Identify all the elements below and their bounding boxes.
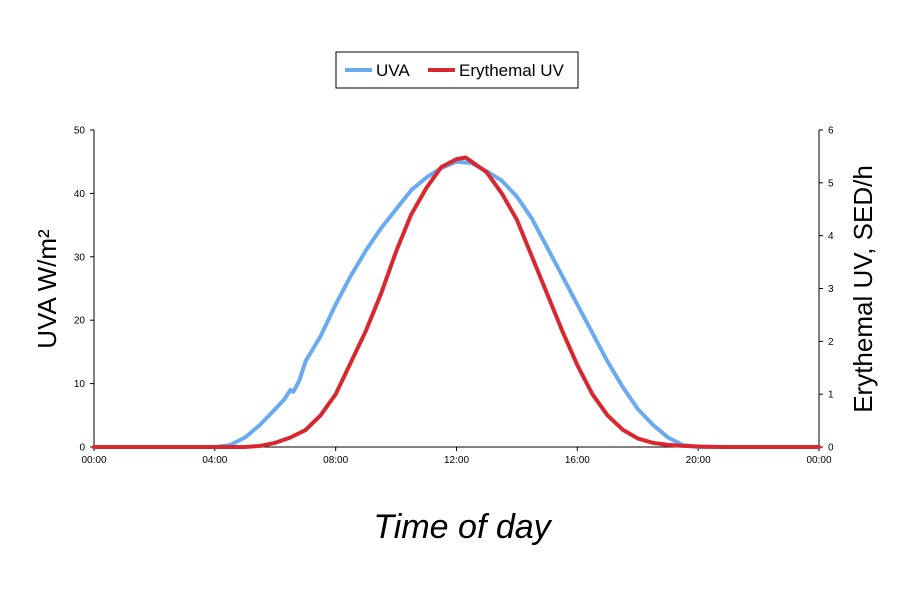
- y2-tick-label: 3: [828, 284, 834, 295]
- y-tick-label: 0: [79, 443, 85, 454]
- x-tick-label: 00:00: [81, 455, 106, 466]
- y2-tick-label: 2: [828, 337, 834, 348]
- y-tick-label: 20: [74, 316, 86, 327]
- legend-box: [335, 51, 579, 89]
- series-line-uva: [92, 159, 821, 449]
- legend: UVA Erythemal UV: [335, 51, 579, 89]
- y2-tick-label: 1: [828, 390, 834, 401]
- y2-axis-title: Erythemal UV, SED/h: [848, 165, 878, 413]
- x-tick-label: 12:00: [444, 455, 469, 466]
- y-axis-title: UVA W/m²: [32, 229, 62, 349]
- tick-labels: 00:00 04:00 08:00 12:00 16:00 20:00 00:0001020…: [74, 126, 834, 467]
- x-tick-label: 04:00: [202, 455, 227, 466]
- x-axis-title: Time of day: [373, 508, 552, 546]
- y2-tick-label: 0: [828, 443, 834, 454]
- y2-tick-label: 5: [828, 178, 834, 189]
- legend-label-erythemal: Erythemal UV: [459, 61, 565, 80]
- x-tick-label: 16:00: [565, 455, 590, 466]
- series-line-erythemal: [92, 155, 821, 449]
- tick-marks: [90, 129, 823, 451]
- x-tick-label: 08:00: [323, 455, 348, 466]
- legend-label-uva: UVA: [376, 61, 410, 80]
- x-tick-label: 20:00: [686, 455, 711, 466]
- y-tick-label: 30: [74, 252, 86, 263]
- y2-tick-label: 4: [828, 231, 834, 242]
- y2-tick-label: 6: [828, 126, 834, 137]
- y-tick-label: 10: [74, 379, 86, 390]
- x-tick-label: 00:00: [806, 455, 831, 466]
- series-lines: [92, 155, 821, 449]
- y-tick-label: 40: [74, 189, 86, 200]
- y-tick-label: 50: [74, 126, 86, 137]
